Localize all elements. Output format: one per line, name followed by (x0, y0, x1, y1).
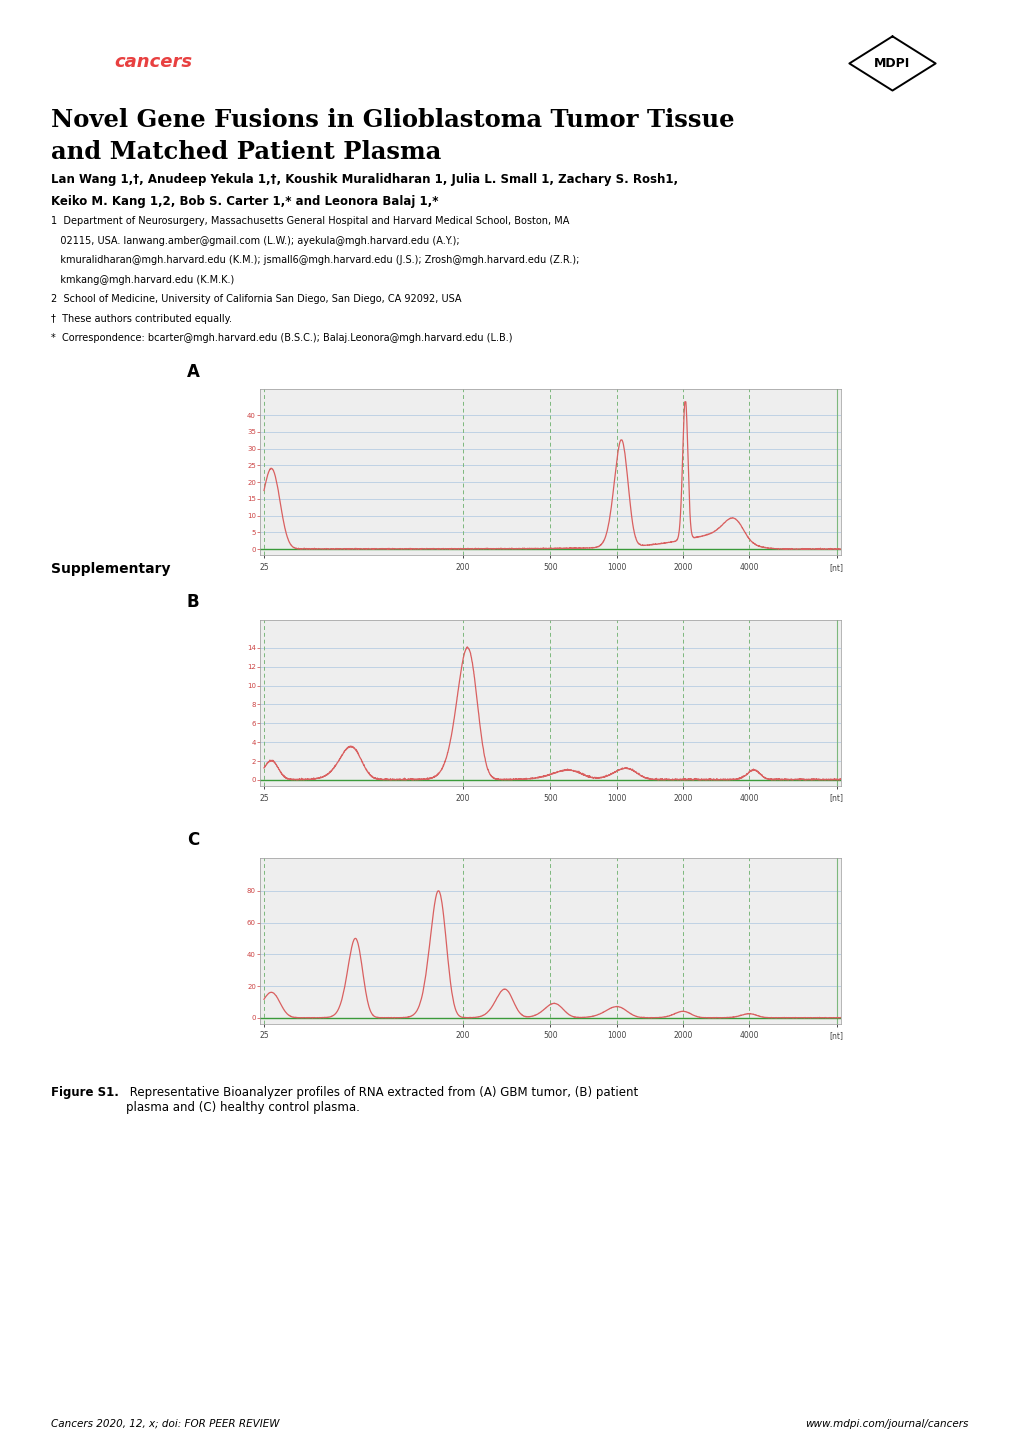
Text: 1  Department of Neurosurgery, Massachusetts General Hospital and Harvard Medica: 1 Department of Neurosurgery, Massachuse… (51, 216, 569, 226)
Text: ☆★: ☆★ (66, 56, 92, 69)
Text: cancers: cancers (114, 53, 193, 71)
Text: Representative Bioanalyzer profiles of RNA extracted from (A) GBM tumor, (B) pat: Representative Bioanalyzer profiles of R… (126, 1086, 638, 1113)
Text: Cancers 2020, 12, x; doi: FOR PEER REVIEW: Cancers 2020, 12, x; doi: FOR PEER REVIE… (51, 1419, 279, 1429)
Text: 02115, USA. lanwang.amber@gmail.com (L.W.); ayekula@mgh.harvard.edu (A.Y.);: 02115, USA. lanwang.amber@gmail.com (L.W… (51, 235, 460, 245)
Text: Lan Wang 1,†, Anudeep Yekula 1,†, Koushik Muralidharan 1, Julia L. Small 1, Zach: Lan Wang 1,†, Anudeep Yekula 1,†, Koushi… (51, 173, 678, 186)
Text: Supplementary: Supplementary (51, 562, 170, 577)
Text: A: A (186, 363, 200, 381)
Text: Figure S1.: Figure S1. (51, 1086, 119, 1099)
Text: www.mdpi.com/journal/cancers: www.mdpi.com/journal/cancers (805, 1419, 968, 1429)
Text: Keiko M. Kang 1,2, Bob S. Carter 1,* and Leonora Balaj 1,*: Keiko M. Kang 1,2, Bob S. Carter 1,* and… (51, 195, 438, 208)
Text: *  Correspondence: bcarter@mgh.harvard.edu (B.S.C.); Balaj.Leonora@mgh.harvard.e: * Correspondence: bcarter@mgh.harvard.ed… (51, 333, 512, 343)
Text: C: C (186, 832, 199, 849)
Text: †  These authors contributed equally.: † These authors contributed equally. (51, 314, 231, 323)
Text: kmkang@mgh.harvard.edu (K.M.K.): kmkang@mgh.harvard.edu (K.M.K.) (51, 274, 234, 284)
Text: MDPI: MDPI (873, 56, 910, 71)
Text: kmuralidharan@mgh.harvard.edu (K.M.); jsmall6@mgh.harvard.edu (J.S.); Zrosh@mgh.: kmuralidharan@mgh.harvard.edu (K.M.); js… (51, 255, 579, 265)
Text: Novel Gene Fusions in Glioblastoma Tumor Tissue: Novel Gene Fusions in Glioblastoma Tumor… (51, 108, 734, 133)
Text: 2  School of Medicine, University of California San Diego, San Diego, CA 92092, : 2 School of Medicine, University of Cali… (51, 294, 461, 304)
Text: and Matched Patient Plasma: and Matched Patient Plasma (51, 140, 441, 164)
Text: B: B (186, 594, 199, 611)
